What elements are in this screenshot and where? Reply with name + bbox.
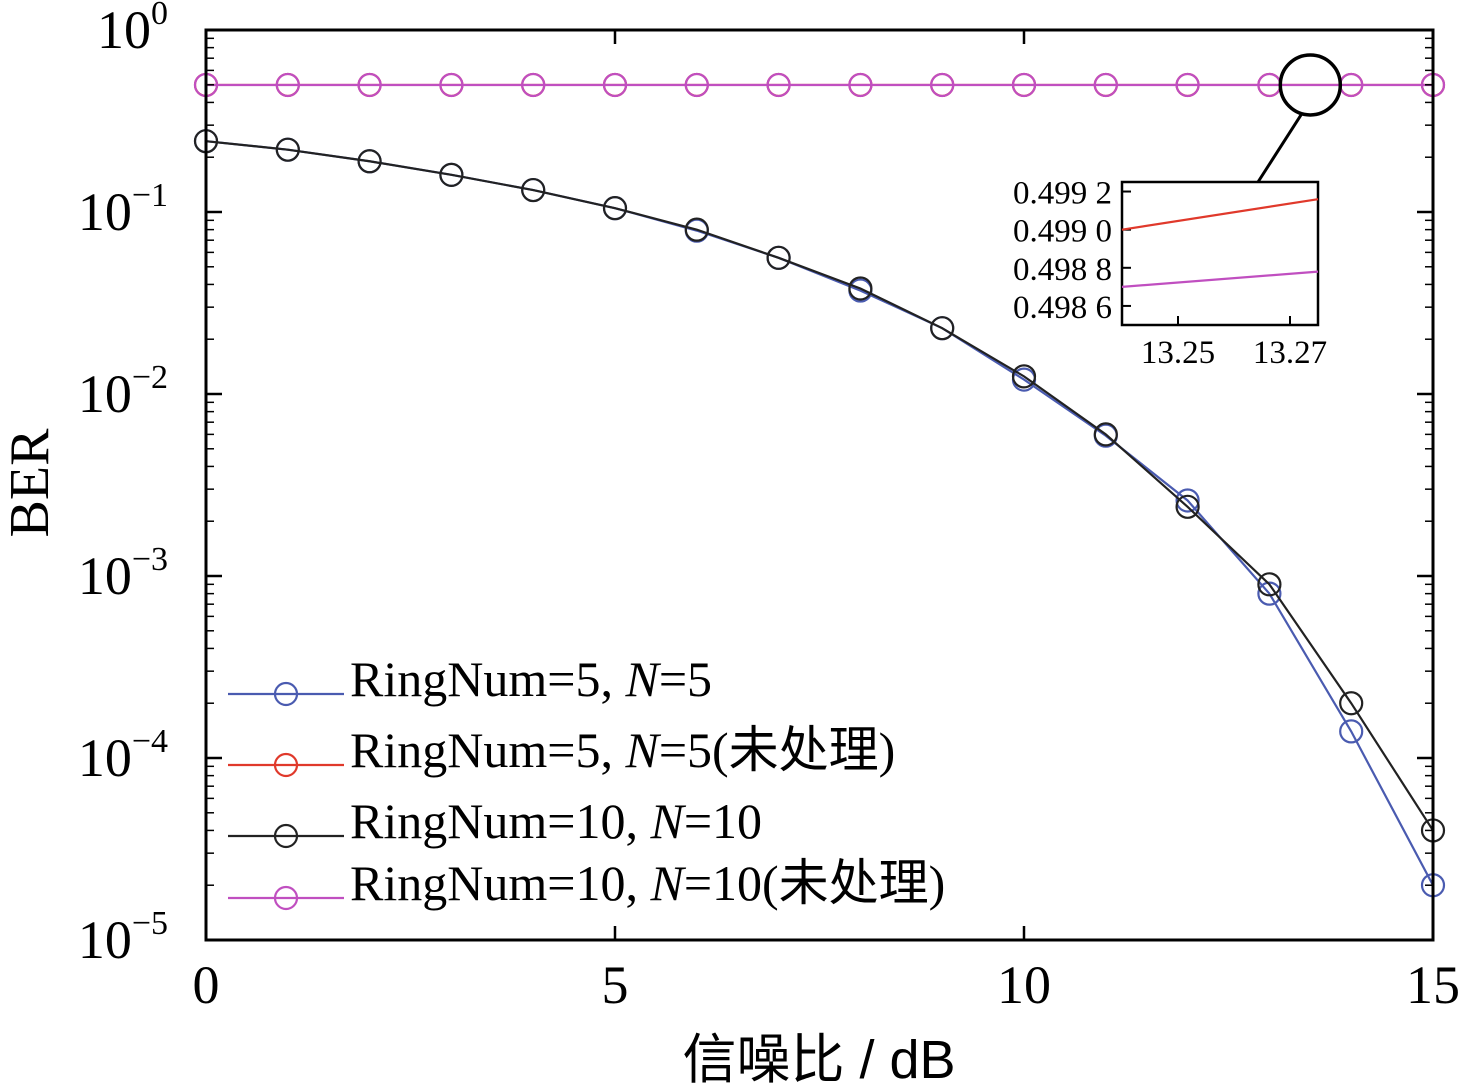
data-point xyxy=(275,137,300,162)
data-point xyxy=(1257,572,1282,597)
inset-x-tick-label: 13.27 xyxy=(1253,335,1327,371)
data-point xyxy=(1257,581,1282,606)
data-point xyxy=(1093,422,1118,447)
data-point xyxy=(521,177,546,203)
x-tick-label: 15 xyxy=(1406,955,1460,1015)
zoom-connector xyxy=(1256,112,1304,183)
data-point xyxy=(275,72,300,98)
legend-swatch-marker xyxy=(273,885,299,911)
legend-label: RingNum=5, N=5(未处理) xyxy=(350,722,895,778)
inset-y-tick-label: 0.499 0 xyxy=(1013,214,1112,250)
x-tick-label: 0 xyxy=(193,955,220,1015)
data-point xyxy=(930,72,955,98)
y-tick-label: 10−3 xyxy=(78,541,168,606)
plot-frame xyxy=(204,28,1435,942)
data-point xyxy=(1175,488,1200,513)
legend: RingNum=5, N=5 RingNum=5, N=5(未处理) RingNum… xyxy=(228,651,945,911)
data-point xyxy=(1011,364,1037,389)
legend-label: RingNum=5, N=5 xyxy=(350,651,712,707)
y-axis-label: BER xyxy=(0,428,61,538)
main-plot xyxy=(193,72,1446,898)
data-point xyxy=(357,72,382,98)
inset-series-line xyxy=(1121,198,1319,231)
data-point xyxy=(684,217,709,242)
data-point xyxy=(602,196,628,221)
x-tick-label: 5 xyxy=(602,955,629,1015)
y-tick-label: 100 xyxy=(97,0,168,60)
inset-y-tick-label: 0.498 6 xyxy=(1013,290,1112,326)
data-point xyxy=(848,72,873,98)
data-point xyxy=(602,72,628,98)
y-tick-label: 10−2 xyxy=(78,359,168,424)
inset-series-line xyxy=(1121,270,1319,288)
data-point xyxy=(1175,494,1200,519)
inset-y-tick-label: 0.499 2 xyxy=(1013,176,1112,212)
legend-label: RingNum=10, N=10(未处理) xyxy=(350,855,945,911)
data-point xyxy=(1093,72,1118,98)
legend-swatch-marker xyxy=(273,681,299,707)
data-point xyxy=(521,72,546,98)
data-point xyxy=(848,276,873,301)
inset-x-tick-label: 13.25 xyxy=(1141,335,1215,371)
data-point xyxy=(684,72,709,98)
main-axes: 0 5 10 15 100 10−1 10−2 10−3 10−4 10−5 xyxy=(78,0,1460,1015)
inset-zoom-plot: 0.499 20.499 00.498 80.498 6 13.25 13.27 xyxy=(1013,53,1343,371)
inset-y-tick-label: 0.498 8 xyxy=(1013,252,1112,288)
data-point xyxy=(1011,72,1037,98)
data-point xyxy=(439,162,464,187)
y-tick-label: 10−4 xyxy=(78,723,168,788)
series-line xyxy=(205,140,1434,832)
data-point xyxy=(930,316,955,341)
x-tick-label: 10 xyxy=(997,955,1051,1015)
inset-frame xyxy=(1120,180,1320,327)
data-point xyxy=(1339,719,1364,744)
x-axis-label: 信噪比 / dB xyxy=(682,1030,955,1087)
data-point xyxy=(1175,72,1200,98)
data-point xyxy=(766,245,791,270)
legend-label: RingNum=10, N=10 xyxy=(350,793,762,849)
y-tick-label: 10−5 xyxy=(78,905,168,970)
data-point xyxy=(357,149,382,174)
y-tick-label: 10−1 xyxy=(78,177,168,242)
legend-swatch-marker xyxy=(273,752,299,778)
zoom-circle xyxy=(1278,53,1343,117)
legend-swatch-marker xyxy=(273,823,299,849)
data-point xyxy=(766,72,791,98)
data-point xyxy=(439,72,464,98)
data-point xyxy=(1339,691,1364,716)
